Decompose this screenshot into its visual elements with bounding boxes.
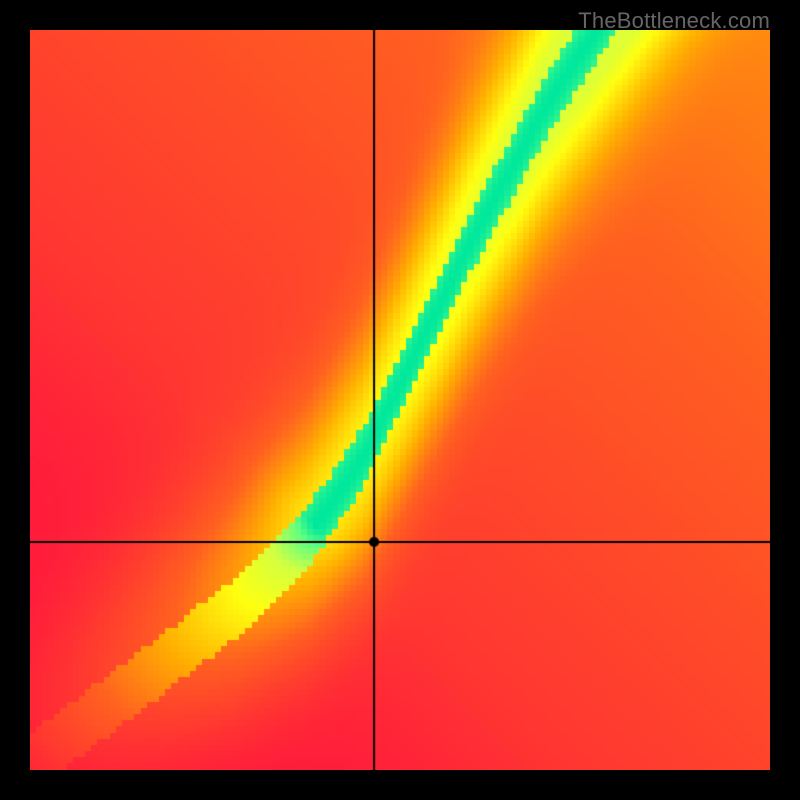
heatmap-canvas [30, 30, 770, 770]
plot-area [30, 30, 770, 770]
watermark-label: TheBottleneck.com [578, 8, 770, 34]
chart-container: TheBottleneck.com [0, 0, 800, 800]
